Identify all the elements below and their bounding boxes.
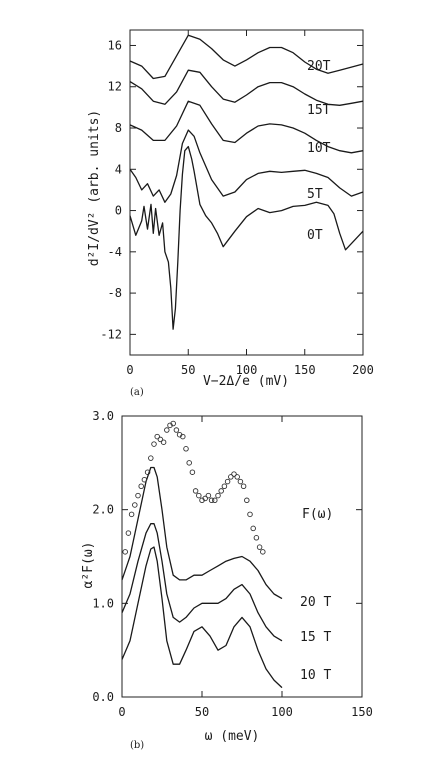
curve-label: 0T xyxy=(307,228,323,243)
y-tick-label: 4 xyxy=(115,162,122,176)
y-tick-label: -8 xyxy=(108,286,122,300)
plot-frame xyxy=(129,29,364,356)
data-point xyxy=(148,455,154,461)
curve-label: F(ω) xyxy=(302,507,333,522)
data-point xyxy=(151,441,157,447)
data-point xyxy=(234,474,240,480)
data-point xyxy=(256,544,263,550)
data-point xyxy=(224,478,231,485)
y-axis-label: d²I/dV² (arb. units) xyxy=(87,110,102,267)
data-point xyxy=(218,488,224,494)
data-point xyxy=(231,471,237,477)
series-markers xyxy=(122,420,266,555)
data-point xyxy=(170,420,176,427)
panel-label: (a) xyxy=(130,387,144,398)
data-point xyxy=(202,495,208,502)
data-point xyxy=(240,483,247,490)
series-line xyxy=(129,100,364,154)
data-point xyxy=(250,525,256,532)
series-line xyxy=(121,546,283,689)
curve-label: 20T xyxy=(307,59,331,74)
y-tick-label: 0.0 xyxy=(92,690,114,704)
data-point xyxy=(215,492,221,499)
data-point xyxy=(186,460,192,466)
data-point xyxy=(154,433,160,440)
curve-label: 5T xyxy=(307,187,323,202)
series-line xyxy=(129,69,364,106)
curve-label: 15 T xyxy=(300,630,331,645)
data-point xyxy=(180,433,186,440)
panel-b: 0 50 100 150 0.0 1.0 2.0 3.0 ω (meV) α²F(ω) (b) F(ω… xyxy=(81,409,373,751)
data-point xyxy=(183,446,189,452)
x-tick-label: 150 xyxy=(351,705,373,719)
data-point xyxy=(128,511,135,518)
plot-frame xyxy=(121,415,363,698)
y-tick-label: 12 xyxy=(108,80,122,94)
data-point xyxy=(160,439,167,445)
x-tick-label: 0 xyxy=(126,363,133,377)
data-point xyxy=(141,476,148,483)
series-line xyxy=(121,523,283,642)
data-point xyxy=(247,511,253,518)
data-point xyxy=(205,492,212,499)
series-line xyxy=(129,34,364,80)
x-tick-label: 200 xyxy=(352,363,374,377)
data-point xyxy=(228,474,234,480)
data-point xyxy=(221,483,228,490)
data-point xyxy=(237,478,244,485)
data-point xyxy=(244,497,250,504)
x-axis-label: ω (meV) xyxy=(205,729,260,744)
data-point xyxy=(192,488,199,494)
data-point xyxy=(144,469,151,475)
curve-label: 20 T xyxy=(300,595,331,610)
y-tick-label: 8 xyxy=(115,121,122,135)
x-axis-label: V−2Δ/e (mV) xyxy=(203,374,289,389)
data-point xyxy=(164,427,170,433)
y-axis-label: α²F(ω) xyxy=(81,542,96,589)
panel-a: 0 50 100 150 200 -12 -8 -4 0 4 8 12 16 V−2Δ/e (mV) d²I… xyxy=(87,29,374,398)
data-point xyxy=(132,502,138,508)
data-point xyxy=(138,483,144,490)
x-tick-label: 100 xyxy=(236,363,258,377)
x-tick-label: 50 xyxy=(195,705,209,719)
x-tick-label: 100 xyxy=(271,705,293,719)
x-tick-label: 0 xyxy=(118,705,125,719)
data-point xyxy=(212,497,218,504)
x-tick-label: 50 xyxy=(181,363,195,377)
data-point xyxy=(173,427,180,433)
data-point xyxy=(135,492,141,499)
y-tick-label: 0 xyxy=(115,204,122,218)
data-point xyxy=(253,535,260,541)
series-line xyxy=(129,145,364,330)
data-point xyxy=(260,549,266,555)
y-tick-label: -4 xyxy=(108,245,122,259)
data-point xyxy=(122,549,128,555)
y-tick-label: -12 xyxy=(100,327,122,341)
curve-label: 15T xyxy=(307,103,331,118)
data-point xyxy=(125,530,132,536)
y-tick-label: 16 xyxy=(108,38,122,52)
panel-label: (b) xyxy=(130,740,144,751)
curve-label: 10 T xyxy=(300,668,331,683)
series-line xyxy=(121,466,283,600)
y-tick-label: 3.0 xyxy=(92,409,114,423)
series-line xyxy=(129,129,364,203)
data-point xyxy=(196,492,202,499)
curve-label: 10T xyxy=(307,141,331,156)
x-tick-label: 150 xyxy=(294,363,316,377)
data-point xyxy=(189,469,196,475)
data-point xyxy=(157,436,164,443)
y-tick-label: 2.0 xyxy=(92,503,114,517)
y-tick-label: 1.0 xyxy=(92,596,114,610)
data-point xyxy=(208,497,215,504)
